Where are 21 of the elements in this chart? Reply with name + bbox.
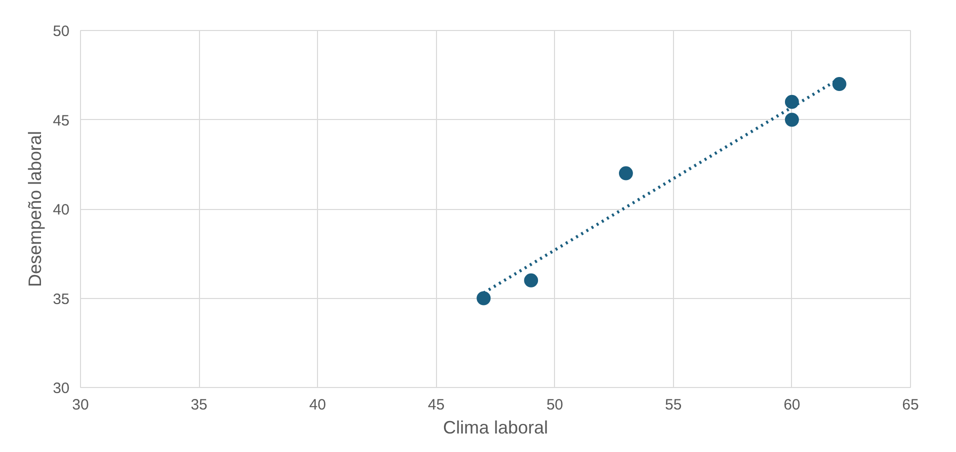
x-tick-label: 55 bbox=[665, 396, 682, 414]
x-axis-title: Clima laboral bbox=[442, 418, 548, 438]
x-tick-label: 65 bbox=[902, 396, 919, 414]
x-tick-label: 60 bbox=[784, 396, 800, 414]
x-tick-label: 35 bbox=[190, 396, 208, 414]
point bbox=[784, 94, 799, 109]
x-tick-label: 30 bbox=[72, 396, 89, 414]
x-tick-label: 40 bbox=[309, 396, 326, 414]
point bbox=[784, 112, 799, 127]
y-tick-label: 40 bbox=[52, 202, 70, 218]
x-tick-label: 50 bbox=[546, 396, 564, 414]
point bbox=[832, 77, 846, 92]
x-tick-label: 45 bbox=[428, 396, 445, 414]
y-tick-label: 45 bbox=[52, 112, 70, 130]
point bbox=[524, 273, 538, 288]
y-axis-title: Desempeño laboral bbox=[24, 130, 45, 288]
point bbox=[476, 291, 491, 306]
y-tick-label: 35 bbox=[52, 290, 70, 308]
y-tick-label: 50 bbox=[52, 23, 70, 40]
point bbox=[618, 166, 633, 180]
y-tick-label: 30 bbox=[52, 380, 70, 397]
